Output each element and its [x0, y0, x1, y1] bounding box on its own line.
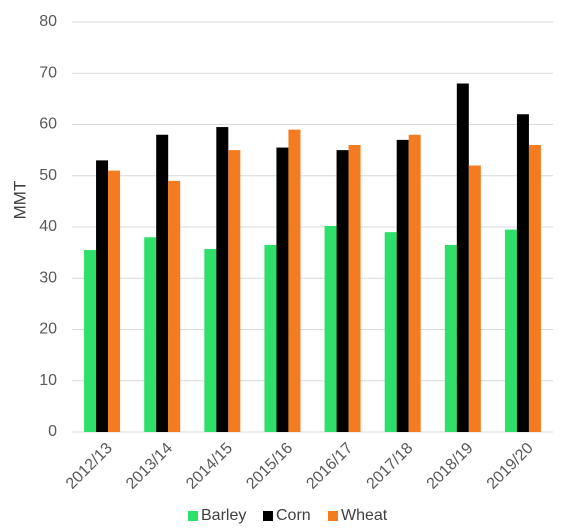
bar-barley-2015-16 [264, 244, 277, 432]
x-tick-label: 2015/16 [243, 440, 296, 493]
legend-label-corn: Corn [276, 507, 311, 524]
x-tick-label: 2013/14 [123, 440, 176, 493]
y-tick-label: 70 [39, 64, 57, 81]
legend-swatch-wheat [328, 511, 338, 521]
bar-wheat-2013-14 [168, 180, 181, 432]
bar-wheat-2016-17 [348, 145, 361, 432]
bar-wheat-2018-19 [468, 165, 481, 432]
bar-barley-2018-19 [444, 244, 457, 432]
x-tick-label: 2012/13 [63, 440, 116, 493]
bar-barley-2017-18 [384, 232, 397, 432]
y-tick-label: 30 [39, 269, 57, 286]
bar-corn-2017-18 [396, 139, 409, 432]
bar-corn-2018-19 [456, 83, 469, 432]
bar-barley-2016-17 [324, 225, 337, 432]
y-axis-label: MMT [10, 181, 29, 220]
y-tick-label: 10 [39, 372, 57, 389]
y-axis-tick-labels: 0 10 20 30 40 50 60 70 80 [39, 13, 57, 440]
bar-wheat-2015-16 [288, 129, 301, 432]
x-tick-label: 2017/18 [364, 440, 417, 493]
x-tick-label: 2014/15 [183, 440, 236, 493]
y-tick-label: 40 [39, 218, 57, 235]
legend-label-barley: Barley [201, 507, 246, 524]
bar-corn-2019-20 [516, 114, 529, 432]
gridlines [72, 21, 553, 433]
y-tick-label: 20 [39, 321, 57, 338]
bars [84, 83, 541, 432]
bar-wheat-2017-18 [408, 134, 421, 432]
y-tick-label: 60 [39, 116, 57, 133]
x-tick-label: 2016/17 [303, 440, 356, 493]
x-tick-label: 2018/19 [424, 440, 477, 493]
legend-label-wheat: Wheat [341, 507, 388, 524]
x-tick-label: 2019/20 [484, 440, 537, 493]
bar-barley-2019-20 [504, 229, 517, 432]
bar-corn-2012-13 [96, 160, 109, 432]
bar-corn-2016-17 [336, 150, 349, 432]
legend-swatch-barley [188, 511, 198, 521]
bar-wheat-2014-15 [228, 150, 241, 432]
bar-corn-2015-16 [276, 147, 289, 432]
bar-corn-2014-15 [216, 127, 229, 432]
bar-wheat-2019-20 [528, 145, 541, 432]
y-tick-label: 80 [39, 13, 57, 30]
legend-swatch-corn [263, 511, 273, 521]
bar-barley-2012-13 [84, 250, 97, 432]
y-tick-label: 50 [39, 167, 57, 184]
bar-barley-2013-14 [144, 237, 157, 432]
legend: Barley Corn Wheat [188, 507, 388, 524]
y-tick-label: 0 [48, 423, 57, 440]
bar-wheat-2012-13 [108, 170, 121, 432]
bar-corn-2013-14 [156, 134, 169, 432]
bar-barley-2014-15 [204, 249, 217, 432]
x-axis-tick-labels: 2012/13 2013/14 2014/15 2015/16 2016/17 2017/… [63, 440, 537, 493]
